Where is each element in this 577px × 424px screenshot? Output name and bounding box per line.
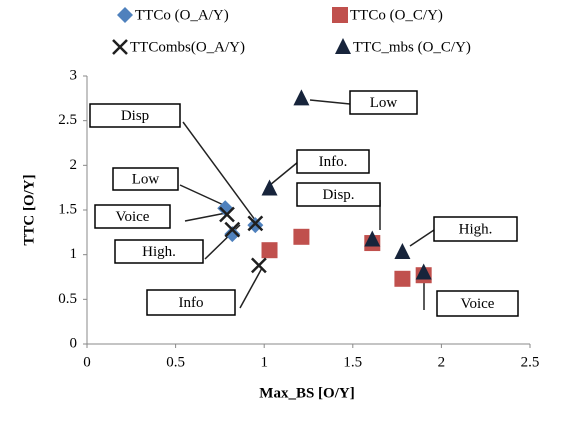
annotation-box bbox=[296, 182, 381, 207]
x-tick-label: 0.5 bbox=[166, 354, 185, 370]
annotation-box bbox=[114, 239, 204, 264]
annotation: Voice bbox=[461, 296, 495, 312]
point bbox=[261, 179, 278, 196]
point bbox=[394, 270, 411, 287]
leader-line bbox=[179, 184, 229, 208]
legend-label: TTCo (O_C/Y) bbox=[350, 7, 443, 23]
legend-marker bbox=[117, 7, 133, 23]
x-tick-label: 2.5 bbox=[521, 354, 540, 370]
legend-label: TTC_mbs (O_C/Y) bbox=[353, 39, 471, 55]
legend-label: TTCo (O_A/Y) bbox=[135, 7, 229, 23]
x-tick-label: 1.5 bbox=[343, 354, 362, 370]
annotation-box bbox=[94, 204, 171, 229]
x-tick-label: 1 bbox=[260, 354, 268, 370]
annotation-box bbox=[89, 103, 181, 128]
point bbox=[219, 206, 235, 223]
leader-line bbox=[309, 99, 351, 105]
y-axis-label: TTC [O/Y] bbox=[21, 174, 37, 245]
x-tick-label: 2 bbox=[438, 354, 446, 370]
y-tick-label: 2.5 bbox=[58, 112, 77, 128]
point bbox=[415, 263, 432, 280]
annotation: Info. bbox=[319, 154, 348, 170]
annotation-box bbox=[349, 90, 418, 115]
annotation: Voice bbox=[116, 209, 150, 225]
y-tick-label: 1 bbox=[70, 246, 78, 262]
leader-line bbox=[269, 161, 299, 186]
annotation: Disp bbox=[121, 108, 149, 124]
annotation: Low bbox=[370, 95, 398, 111]
point bbox=[224, 226, 241, 243]
y-tick-label: 3 bbox=[70, 67, 78, 83]
y-tick-label: 1.5 bbox=[58, 201, 77, 217]
x-tick-label: 0 bbox=[83, 354, 91, 370]
annotation: Disp. bbox=[322, 187, 354, 203]
annotation: High. bbox=[142, 244, 176, 260]
annotation-box bbox=[296, 149, 370, 174]
y-tick-label: 0 bbox=[70, 335, 78, 351]
legend-marker bbox=[332, 7, 348, 23]
point bbox=[251, 257, 267, 274]
y-tick-label: 2 bbox=[70, 157, 78, 173]
annotation-box bbox=[112, 167, 179, 191]
y-tick-label: 0.5 bbox=[58, 291, 77, 307]
point bbox=[394, 242, 411, 259]
point bbox=[247, 215, 264, 232]
point bbox=[261, 242, 278, 259]
point bbox=[224, 221, 241, 238]
point bbox=[293, 228, 310, 245]
annotation: Low bbox=[132, 171, 160, 187]
x-axis-label: Max_BS [O/Y] bbox=[259, 385, 354, 401]
annotation-box bbox=[433, 216, 518, 242]
point bbox=[247, 217, 264, 234]
annotation-box bbox=[436, 290, 519, 317]
leader-line bbox=[239, 267, 263, 309]
annotation: Info bbox=[179, 295, 204, 311]
point bbox=[293, 89, 310, 106]
legend-marker bbox=[112, 39, 128, 55]
leader-line bbox=[184, 212, 227, 222]
annotation-box bbox=[146, 289, 236, 316]
legend-marker bbox=[335, 38, 351, 54]
point bbox=[364, 230, 381, 247]
annotation: High. bbox=[459, 221, 493, 237]
leader-line bbox=[409, 229, 435, 247]
leader-line bbox=[182, 121, 259, 225]
legend-label: TTCombs(O_A/Y) bbox=[130, 39, 245, 55]
